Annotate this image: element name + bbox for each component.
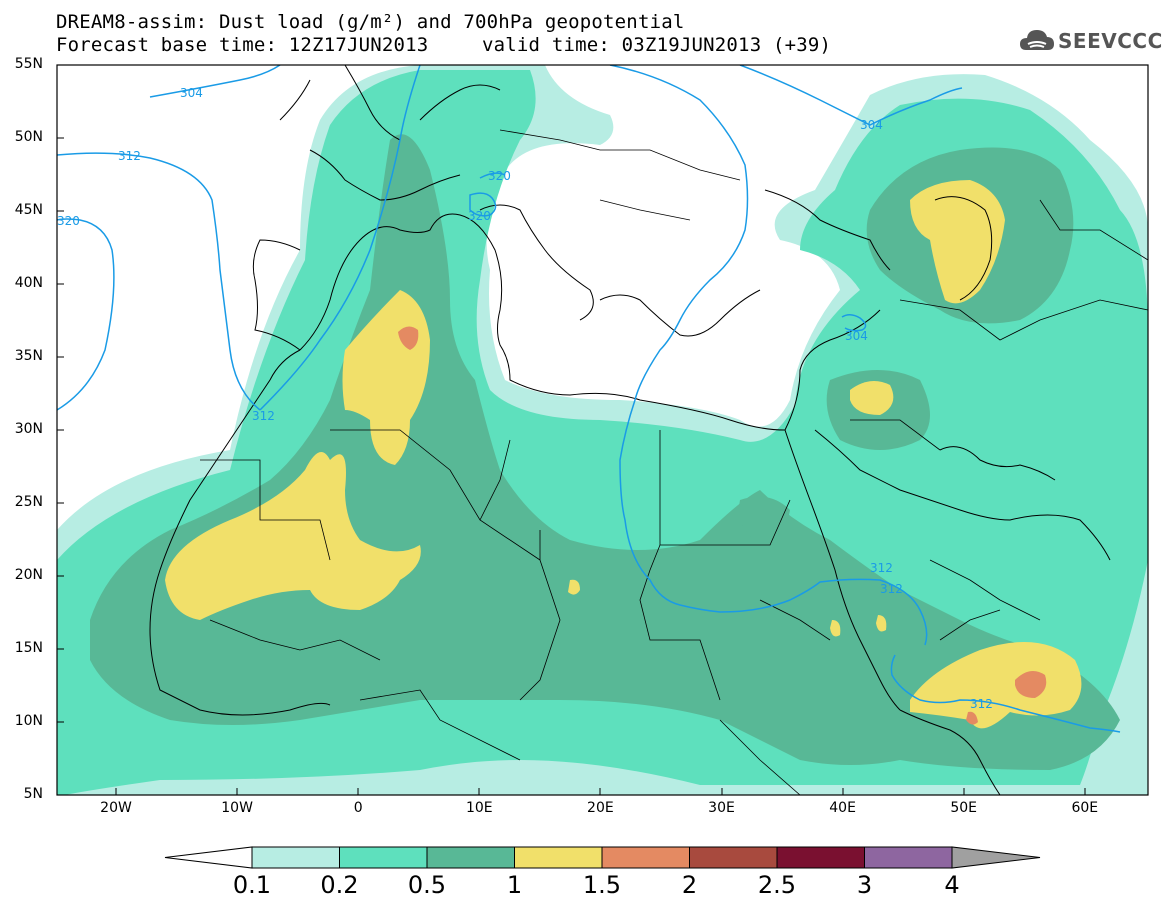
contour-label-320-alps1: 320 — [488, 169, 511, 183]
lat-label: 20N — [14, 567, 43, 583]
colorbar-label: 1.5 — [582, 871, 622, 899]
contour-label-312-west2: 312 — [252, 409, 275, 423]
colorbar-label: 0.1 — [232, 871, 272, 899]
chart-title: DREAM8-assim: Dust load (g/m²) and 700hP… — [56, 11, 685, 33]
lat-label: 30N — [14, 421, 43, 437]
contour-label-312-arabia1: 312 — [870, 561, 893, 575]
lon-label: 10E — [465, 800, 493, 816]
colorbar-label: 1 — [506, 871, 523, 899]
contour-label-320-west: 320 — [57, 214, 80, 228]
contour-label-312-somalia: 312 — [970, 697, 993, 711]
dust-level-1.5 — [398, 326, 1047, 725]
contour-label-312-arabia2: 312 — [880, 582, 903, 596]
forecast-base-time: Forecast base time: 12Z17JUN2013 — [56, 34, 429, 56]
lat-label: 50N — [14, 129, 43, 145]
lon-label: 60E — [1071, 800, 1099, 816]
lon-label: 30E — [708, 800, 735, 816]
lat-label: 55N — [14, 56, 43, 72]
dust-load-map: 304 304 304 312 312 312 312 312 320 320 … — [56, 64, 1149, 796]
lat-label: 5N — [23, 786, 43, 802]
contour-label-304-levant: 304 — [845, 329, 868, 343]
logo-text: SEEVCCC — [1058, 29, 1163, 53]
lat-label: 40N — [14, 275, 43, 291]
contour-label-304-west: 304 — [180, 86, 203, 100]
lon-label: 20E — [587, 800, 614, 816]
cloud-icon — [1020, 30, 1054, 50]
lon-label: 50E — [950, 800, 978, 816]
lon-label: 20W — [100, 800, 132, 816]
lon-label: 0 — [353, 800, 363, 816]
lat-label: 35N — [14, 348, 43, 364]
contour-label-320-alps2: 320 — [468, 209, 491, 223]
seevccc-logo: SEEVCCC — [1018, 26, 1162, 58]
coastlines — [149, 65, 1111, 795]
country-borders — [200, 129, 1148, 795]
valid-time: valid time: 03Z19JUN2013 (+39) — [482, 34, 832, 56]
lat-label: 45N — [14, 202, 43, 218]
colorbar-label: 0.5 — [407, 871, 447, 899]
geopotential-contours — [57, 65, 1121, 733]
contour-label-304-east: 304 — [860, 118, 883, 132]
colorbar-label: 2.5 — [757, 871, 797, 899]
lat-label: 15N — [14, 640, 43, 656]
colorbar-label: 3 — [856, 871, 873, 899]
lon-label: 10W — [221, 800, 253, 816]
lon-label: 40E — [829, 800, 856, 816]
lat-label: 10N — [14, 713, 43, 729]
colorbar-label: 0.2 — [320, 871, 359, 899]
colorbar-label: 4 — [944, 871, 960, 899]
contour-label-312-west1: 312 — [118, 149, 141, 163]
lat-label: 25N — [14, 494, 43, 510]
axis-ticks — [57, 64, 1086, 796]
colorbar-label: 2 — [681, 871, 698, 899]
